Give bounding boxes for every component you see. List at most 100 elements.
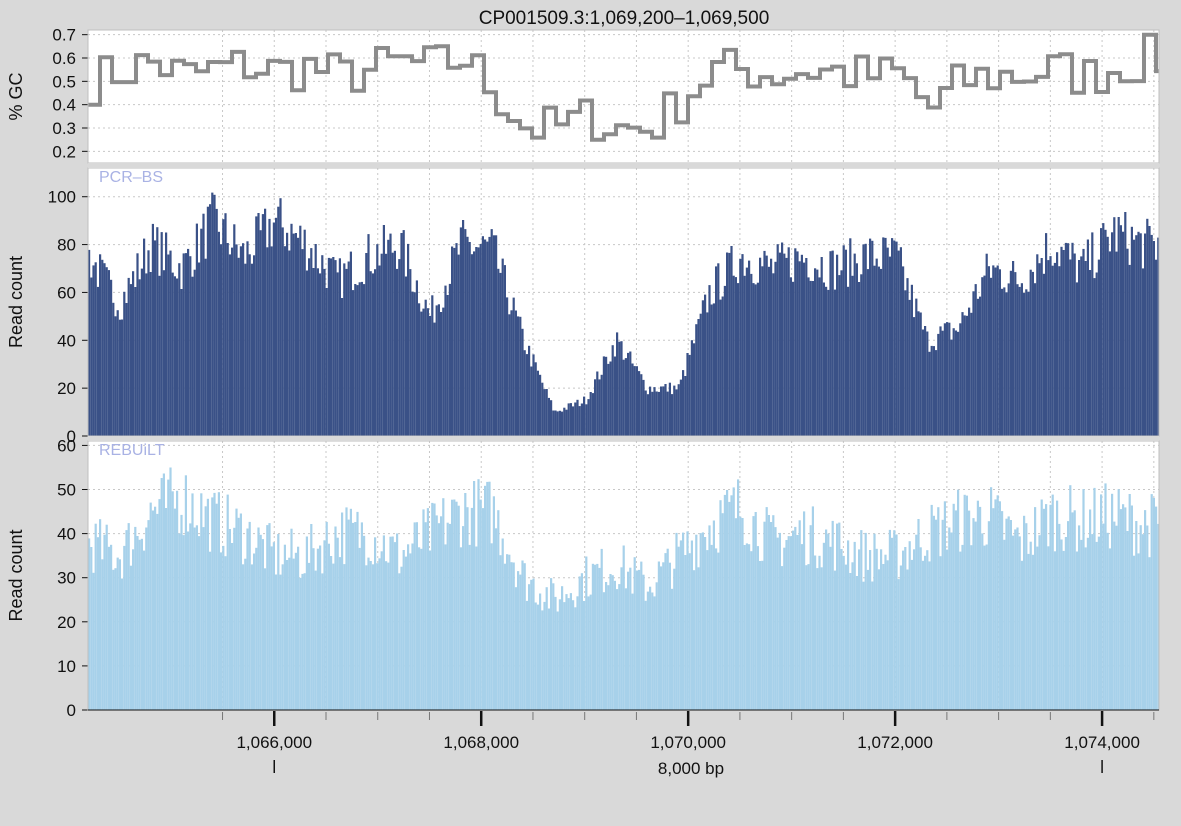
pcr_bs-coverage-bar: [107, 270, 110, 436]
rebuilt-coverage-bar: [745, 543, 748, 710]
rebuilt-coverage-bar: [932, 515, 935, 710]
pcr_bs-coverage-bar: [587, 399, 590, 436]
rebuilt-coverage-bar: [1034, 507, 1037, 710]
pcr_bs-coverage-bar: [871, 240, 874, 436]
gc-ylabel: % GC: [6, 72, 26, 120]
rebuilt-coverage-bar: [693, 570, 696, 710]
rebuilt-coverage-bar: [787, 536, 790, 710]
rebuilt-coverage-bar: [809, 525, 812, 710]
pcr_bs-coverage-bar: [187, 248, 190, 436]
rebuilt-coverage-bar: [833, 570, 836, 710]
pcr_bs-coverage-bar: [913, 317, 916, 436]
rebuilt-coverage-bar: [785, 540, 788, 710]
rebuilt-coverage-bar: [255, 547, 258, 710]
pcr_bs-coverage-bar: [726, 252, 729, 436]
pcr_bs-coverage-bar: [464, 229, 467, 436]
rebuilt-coverage-bar: [587, 596, 590, 710]
rebuilt-coverage-bar: [1095, 541, 1098, 710]
rebuilt-coverage-bar: [638, 569, 641, 710]
gc-plot-area: [88, 30, 1159, 163]
pcr_bs-coverage-bar: [508, 314, 511, 436]
rebuilt-coverage-bar: [1051, 494, 1054, 710]
rebuilt-coverage-bar: [770, 522, 773, 710]
pcr_bs-coverage-bar: [840, 270, 843, 436]
pcr_bs-coverage-bar: [987, 266, 990, 436]
pcr_bs-coverage-bar: [299, 225, 302, 436]
rebuilt-coverage-bar: [479, 499, 482, 710]
rebuilt-coverage-bar: [147, 520, 150, 710]
pcr_bs-coverage-bar: [690, 340, 693, 436]
rebuilt-coverage-bar: [616, 589, 619, 710]
rebuilt-coverage-bar: [970, 545, 973, 710]
rebuilt-coverage-bar: [1100, 494, 1103, 710]
pcr_bs-coverage-bar: [739, 258, 742, 436]
pcr_bs-coverage-bar: [1117, 217, 1120, 436]
rebuilt-coverage-bar: [1157, 523, 1160, 710]
pcr_bs-coverage-bar: [209, 204, 212, 436]
rebuilt-coverage-bar: [464, 493, 467, 710]
pcr_bs-coverage-bar: [239, 246, 242, 436]
pcr_bs-coverage-bar: [712, 303, 715, 436]
rebuilt-coverage-bar: [836, 523, 839, 710]
pcr_bs-coverage-bar: [336, 272, 339, 436]
pcr_bs-coverage-bar: [532, 354, 535, 436]
rebuilt-coverage-bar: [954, 510, 957, 710]
rebuilt-ytick-label: 60: [57, 436, 76, 455]
pcr_bs-coverage-bar: [228, 254, 231, 436]
rebuilt-coverage-bar: [451, 499, 454, 710]
pcr_bs-coverage-bar: [633, 366, 636, 436]
pcr_bs-coverage-bar: [437, 304, 440, 436]
rebuilt-coverage-bar: [411, 543, 414, 710]
pcr_bs-coverage-bar: [618, 341, 621, 436]
pcr_bs-coverage-bar: [822, 282, 825, 436]
pcr_bs-coverage-bar: [998, 269, 1001, 436]
pcr_bs-coverage-bar: [444, 285, 447, 436]
pcr_bs-coverage-bar: [605, 356, 608, 436]
rebuilt-coverage-bar: [160, 478, 163, 710]
rebuilt-coverage-bar: [653, 596, 656, 710]
rebuilt-coverage-bar: [673, 568, 676, 710]
pcr_bs-coverage-bar: [990, 277, 993, 436]
rebuilt-coverage-bar: [726, 490, 729, 710]
pcr_bs-coverage-bar: [305, 270, 308, 436]
pcr_bs-coverage-bar: [877, 266, 880, 436]
gc-content-line: [88, 32, 1159, 142]
rebuilt-coverage-bar: [974, 521, 977, 710]
rebuilt-coverage-bar: [360, 522, 363, 710]
pcr_bs-coverage-bar: [798, 261, 801, 436]
rebuilt-coverage-bar: [1023, 515, 1026, 710]
pcr_bs-coverage-bar: [257, 213, 260, 436]
rebuilt-coverage-bar: [959, 551, 962, 710]
pcr_bs-coverage-bar: [363, 284, 366, 436]
rebuilt-coverage-bar: [422, 509, 425, 710]
pcr_bs-coverage-bar: [477, 247, 480, 436]
pcr_bs-coverage-bar: [809, 280, 812, 436]
rebuilt-coverage-bar: [202, 527, 205, 710]
pcr_bs-coverage-bar: [288, 250, 291, 436]
pcr_bs-coverage-bar: [770, 258, 773, 436]
rebuilt-coverage-bar: [752, 516, 755, 710]
pcr_bs-coverage-bar: [448, 283, 451, 436]
pcr_bs-coverage-bar: [495, 235, 498, 436]
pcr_bs-coverage-bar: [1148, 226, 1151, 436]
pcr_bs-coverage-bar: [1130, 226, 1133, 436]
rebuilt-coverage-bar: [501, 538, 504, 710]
pcr_bs-coverage-bar: [510, 310, 513, 436]
pcr_bs-coverage-bar: [941, 330, 944, 436]
rebuilt-coverage-bar: [789, 536, 792, 710]
pcr_bs-coverage-bar: [556, 411, 559, 436]
rebuilt-coverage-bar: [950, 532, 953, 710]
pcr_bs-coverage-bar: [481, 236, 484, 436]
rebuilt-coverage-bar: [1150, 494, 1153, 710]
pcr_bs-coverage-bar: [1137, 231, 1140, 436]
rebuilt-coverage-bar: [750, 551, 753, 710]
rebuilt-coverage-bar: [1089, 509, 1092, 710]
pcr_bs-coverage-bar: [114, 316, 117, 436]
rebuilt-coverage-bar: [541, 610, 544, 710]
rebuilt-coverage-bar: [127, 523, 130, 710]
rebuilt-coverage-bar: [763, 521, 766, 710]
rebuilt-coverage-bar: [899, 565, 902, 710]
rebuilt-coverage-bar: [565, 594, 568, 710]
pcr_bs-coverage-bar: [1075, 282, 1078, 436]
x-tick-label: 1,070,000: [650, 733, 726, 752]
